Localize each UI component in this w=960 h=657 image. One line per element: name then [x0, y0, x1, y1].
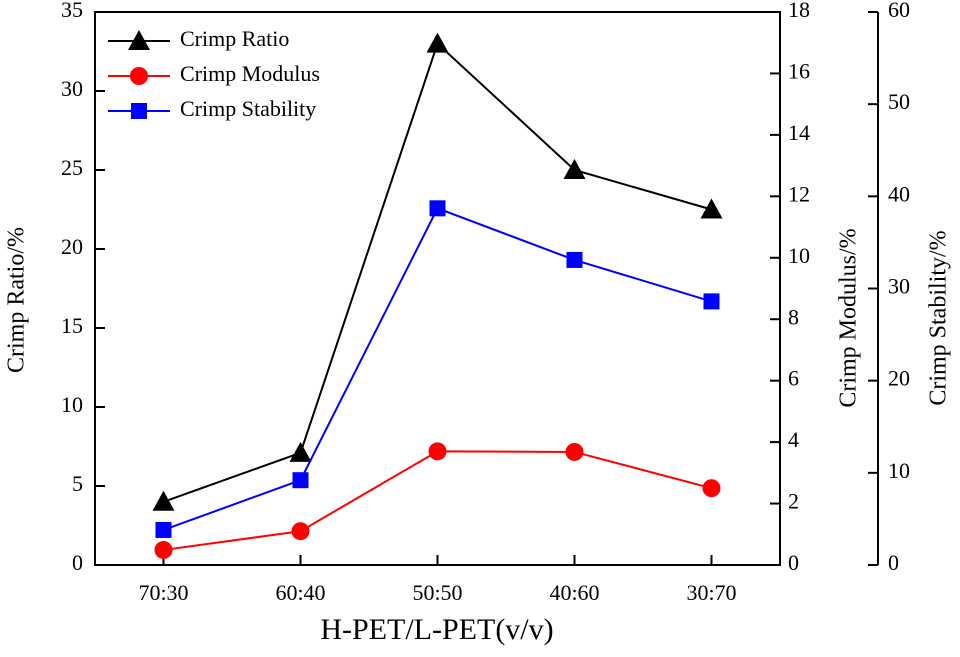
y2-axis-title: Crimp Modulus/%	[836, 228, 862, 407]
marker	[155, 521, 172, 538]
y-tick-label: 20	[61, 234, 83, 259]
x-tick-label: 30:70	[686, 580, 736, 605]
y-tick-label: 5	[72, 471, 83, 496]
legend-label: Crimp Modulus	[180, 61, 320, 86]
y2-tick-label: 4	[788, 427, 799, 452]
y3-tick-label: 50	[888, 89, 910, 114]
y2-tick-label: 6	[788, 366, 799, 391]
plot-frame	[94, 11, 781, 566]
legend-marker	[128, 30, 150, 50]
y3-tick-label: 10	[888, 458, 910, 483]
series-line	[163, 207, 712, 531]
y3-tick-label: 60	[888, 0, 910, 22]
y-tick-label: 35	[61, 0, 83, 22]
y3-tick-label: 20	[888, 366, 910, 391]
y3-tick-label: 30	[888, 274, 910, 299]
legend-marker	[130, 67, 148, 85]
marker	[565, 442, 584, 461]
marker	[152, 490, 175, 511]
x-tick-label: 60:40	[275, 580, 325, 605]
y2-tick-label: 8	[788, 304, 799, 329]
marker	[291, 522, 310, 541]
marker	[289, 441, 312, 462]
legend-label: Crimp Stability	[180, 96, 316, 121]
marker	[702, 479, 721, 498]
y-axis-title: Crimp Ratio/%	[4, 227, 30, 373]
y-tick-label: 10	[61, 392, 83, 417]
y-tick-label: 15	[61, 313, 83, 338]
marker	[700, 198, 723, 219]
legend-marker	[131, 103, 147, 119]
marker	[292, 472, 309, 489]
y2-tick-label: 12	[788, 181, 810, 206]
y2-tick-label: 2	[788, 489, 799, 514]
marker	[563, 159, 586, 179]
y2-tick-label: 18	[788, 0, 810, 22]
y-tick-label: 0	[72, 550, 83, 575]
y3-axis-title: Crimp Stability/%	[926, 230, 952, 405]
y3-tick-label: 0	[888, 550, 899, 575]
marker	[428, 442, 447, 461]
x-tick-label: 40:60	[549, 580, 599, 605]
x-tick-label: 70:30	[138, 580, 188, 605]
y2-tick-label: 0	[788, 550, 799, 575]
x-axis-title: H-PET/L-PET(v/v)	[320, 613, 553, 646]
y-tick-label: 30	[61, 76, 83, 101]
x-tick-label: 50:50	[412, 580, 462, 605]
marker	[566, 251, 583, 268]
y2-tick-label: 10	[788, 243, 810, 268]
y-tick-label: 25	[61, 155, 83, 180]
legend-label: Crimp Ratio	[180, 26, 289, 51]
marker	[154, 540, 173, 559]
y2-tick-label: 14	[788, 120, 810, 145]
y3-tick-label: 40	[888, 181, 910, 206]
y2-tick-label: 16	[788, 58, 810, 83]
marker	[426, 32, 449, 53]
marker	[703, 293, 720, 310]
marker	[429, 200, 446, 217]
